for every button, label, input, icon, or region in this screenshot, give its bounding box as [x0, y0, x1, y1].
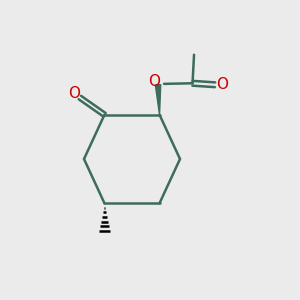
Text: O: O: [68, 86, 80, 101]
Polygon shape: [155, 85, 161, 115]
Text: O: O: [148, 74, 160, 89]
Text: O: O: [217, 77, 229, 92]
